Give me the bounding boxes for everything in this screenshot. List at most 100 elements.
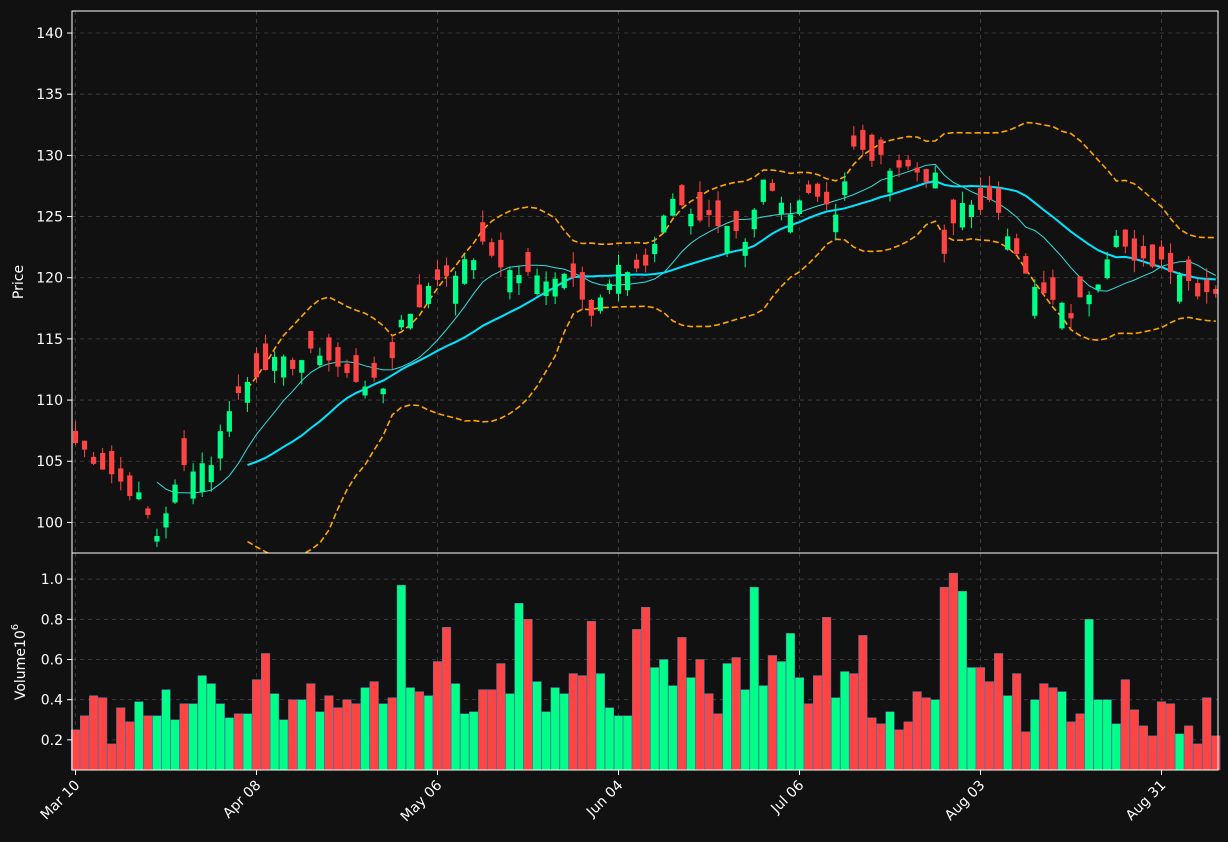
volume-tick-label-3: 0.8	[41, 612, 63, 628]
candle	[1023, 253, 1029, 274]
candle	[561, 272, 567, 290]
volume-bar	[713, 713, 723, 771]
volume-bar	[613, 715, 624, 771]
candle-body	[498, 239, 504, 268]
candle-body	[941, 229, 947, 254]
candle	[335, 342, 341, 377]
volume-bar	[125, 721, 135, 771]
candle-body	[787, 214, 794, 233]
candle	[1059, 301, 1065, 330]
candle	[1122, 229, 1128, 254]
volume-bar	[279, 719, 289, 771]
candle	[941, 224, 947, 263]
volume-bar	[523, 619, 533, 771]
candle-body	[652, 243, 658, 255]
candle	[462, 254, 468, 285]
candle	[281, 354, 287, 386]
volume-bar	[749, 586, 759, 771]
candle-body	[1167, 252, 1174, 273]
candle	[299, 359, 305, 385]
candle-body	[362, 386, 368, 396]
candle	[887, 168, 893, 202]
candle	[208, 456, 214, 492]
candle-body	[208, 465, 214, 483]
candle	[796, 199, 803, 216]
candle-body	[163, 513, 169, 528]
candle-body	[751, 209, 757, 230]
volume-bar	[270, 693, 280, 771]
candle-body	[914, 167, 920, 173]
volume-bar	[985, 681, 995, 771]
volume-bar	[451, 683, 461, 771]
volume-bar	[813, 675, 823, 771]
volume-bar	[233, 713, 243, 771]
candle-body	[1050, 277, 1056, 300]
candle	[968, 200, 975, 229]
candle	[570, 252, 576, 287]
volume-bar	[360, 687, 370, 771]
candle-body	[109, 450, 115, 475]
candle	[308, 330, 314, 354]
candle	[353, 348, 359, 383]
candle	[1113, 230, 1119, 249]
candle-body	[697, 192, 703, 221]
candle-body	[516, 275, 522, 284]
candle-body	[154, 535, 160, 542]
volume-bar	[903, 721, 913, 771]
volume-bar	[1003, 695, 1013, 771]
candle	[815, 182, 821, 202]
moving-averages	[156, 163, 1217, 494]
candle	[679, 183, 685, 207]
candle-body	[878, 139, 884, 155]
candle-body	[1186, 259, 1192, 281]
price-axis-label: Price	[11, 265, 27, 299]
candle-body	[833, 214, 839, 233]
volume-bar	[432, 661, 443, 771]
candle-body	[1095, 284, 1101, 290]
candle-body	[118, 468, 124, 482]
candle	[869, 133, 875, 167]
candle	[326, 333, 332, 372]
candle	[181, 430, 187, 472]
candle-body	[1023, 256, 1029, 274]
candle	[733, 210, 739, 239]
candle-body	[778, 202, 784, 214]
candle	[163, 506, 169, 539]
candle-body	[579, 272, 585, 300]
candle	[833, 203, 839, 241]
volume-bar	[514, 602, 524, 771]
candle	[118, 456, 124, 491]
volume-bar	[722, 663, 732, 771]
candle	[932, 165, 938, 189]
candle-body	[100, 452, 106, 470]
volume-bar	[1166, 703, 1176, 771]
volume-bar	[505, 693, 515, 771]
candle-body	[896, 160, 902, 168]
volume-bar	[396, 584, 406, 771]
candle-body	[434, 269, 441, 280]
volume-bar	[369, 681, 379, 771]
candle-body	[353, 355, 359, 382]
candle	[1086, 291, 1092, 317]
candle	[498, 232, 504, 277]
candle-body	[1077, 276, 1083, 298]
volume-bar	[1211, 735, 1221, 771]
candle	[769, 178, 775, 192]
candle-body	[299, 360, 305, 373]
candle-body	[769, 182, 775, 191]
candle-body	[1113, 235, 1119, 247]
volume-bar	[867, 717, 877, 771]
volume-bar	[650, 667, 660, 771]
volume-bar	[1120, 679, 1130, 771]
candle-body	[588, 300, 594, 316]
volume-bar	[975, 667, 986, 771]
candle-body	[1158, 246, 1165, 260]
candle	[977, 177, 984, 215]
candle	[1050, 269, 1056, 305]
volume-bar	[595, 673, 605, 771]
candle-body	[869, 134, 875, 161]
candle	[805, 180, 812, 195]
candle	[262, 334, 269, 371]
candle	[453, 271, 459, 316]
candle	[661, 214, 667, 233]
